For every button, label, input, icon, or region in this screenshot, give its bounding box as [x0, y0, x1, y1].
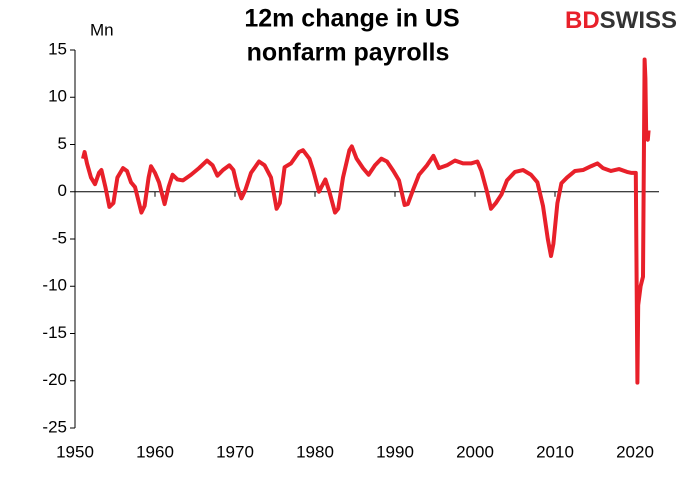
y-tick-label: 5	[58, 134, 67, 153]
x-tick-label: 1960	[136, 442, 174, 461]
logo-part: BD	[565, 7, 600, 34]
y-tick-label: -10	[42, 276, 67, 295]
y-axis-label: Mn	[90, 20, 114, 39]
y-tick-label: 10	[48, 87, 67, 106]
y-tick-label: -5	[52, 228, 67, 247]
y-tick-label: -15	[42, 323, 67, 342]
chart-title: nonfarm payrolls	[247, 39, 450, 67]
data-line	[81, 57, 651, 385]
logo-part: SWISS	[600, 7, 677, 34]
x-tick-label: 1950	[56, 442, 94, 461]
x-tick-label: 1980	[296, 442, 334, 461]
y-tick-label: -20	[42, 370, 67, 389]
y-tick-label: 0	[58, 181, 67, 200]
y-tick-label: -25	[42, 417, 67, 436]
y-tick-label: 15	[48, 39, 67, 58]
x-tick-label: 2020	[616, 442, 654, 461]
logo: BDSWISS	[565, 7, 677, 34]
x-tick-label: 1990	[376, 442, 414, 461]
x-tick-label: 2000	[456, 442, 494, 461]
x-tick-label: 2010	[536, 442, 574, 461]
chart-title: 12m change in US	[244, 5, 459, 33]
x-tick-label: 1970	[216, 442, 254, 461]
